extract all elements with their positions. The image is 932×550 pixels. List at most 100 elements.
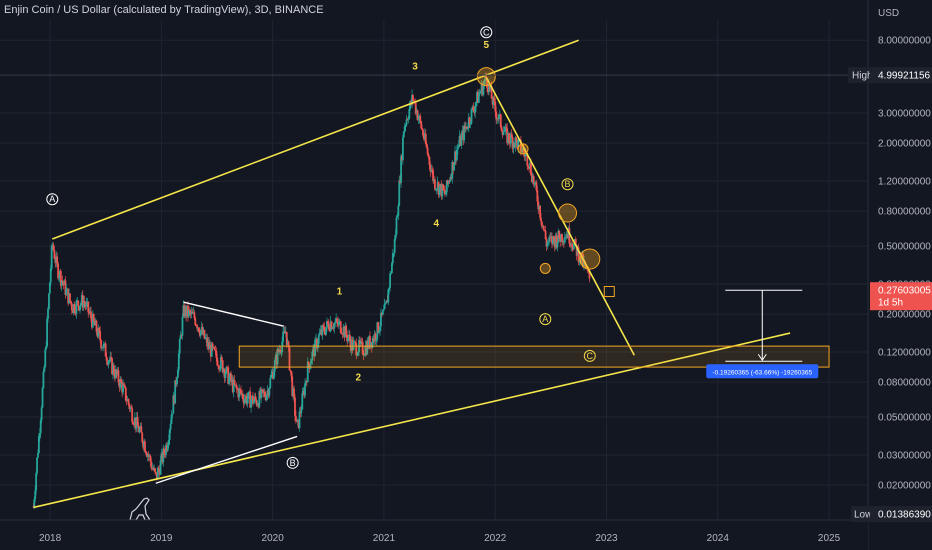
candle-body (195, 325, 198, 326)
candle-body (91, 314, 94, 328)
candle-body (325, 327, 327, 335)
candle-body (70, 303, 73, 311)
candle-body (588, 271, 591, 279)
candle-body (502, 131, 505, 135)
low-label: Low (854, 510, 873, 521)
candle-body (260, 389, 263, 399)
candle-body (504, 127, 507, 132)
candle-body (285, 331, 288, 345)
candle-body (464, 125, 466, 129)
candle-body (380, 312, 382, 327)
candle-body (284, 331, 287, 334)
candle-body (95, 320, 98, 332)
candle-body (531, 176, 534, 182)
candle-body (454, 151, 456, 164)
candle-body (305, 381, 307, 384)
wave-circle-C (480, 26, 493, 39)
candle-body (50, 245, 53, 269)
candle-body (290, 371, 293, 377)
candle-body (333, 323, 336, 329)
candle-body (494, 101, 497, 112)
candle-body (72, 304, 75, 314)
candle-body (536, 190, 539, 202)
candle-body (180, 335, 183, 336)
candle-body (558, 230, 561, 239)
candle-body (174, 380, 177, 404)
candle-body (381, 310, 384, 315)
candle-body (553, 239, 556, 248)
candle-body (492, 97, 495, 105)
candle-body (103, 343, 106, 345)
candle-body (102, 343, 105, 349)
candle-body (440, 183, 443, 197)
candle-body (420, 121, 423, 129)
candle-body (48, 282, 51, 294)
candle-body (87, 301, 90, 313)
candle-body (111, 358, 113, 375)
candle-body (507, 132, 509, 143)
wave-label-A: A (542, 314, 548, 324)
candle-body (537, 201, 540, 210)
candle-body (484, 75, 487, 82)
candle-body (374, 333, 377, 341)
wave-number-5: 5 (484, 40, 490, 51)
candle-body (450, 176, 453, 179)
candle-body (523, 152, 526, 157)
candle-body (65, 288, 68, 295)
wave-label-B: B (565, 179, 571, 189)
candle-body (280, 352, 283, 353)
drawings: -0.19260365 (-63.66%) -19260365 (33, 39, 830, 509)
candle-body (220, 357, 223, 361)
candle-body (476, 92, 478, 103)
candle-body (332, 327, 335, 329)
candle-body (344, 325, 347, 338)
candle-body (578, 260, 581, 263)
candle-body (459, 135, 462, 146)
candle-body (498, 114, 500, 120)
candle-body (539, 205, 541, 218)
candle-body (80, 295, 83, 304)
candle-body (437, 182, 440, 195)
candle-body (451, 161, 454, 179)
candle-body (378, 330, 381, 333)
candle-body (513, 142, 516, 147)
candle-body (326, 321, 328, 328)
candle-body (483, 81, 486, 85)
candle-body (226, 367, 229, 368)
candle-body (312, 347, 315, 352)
candle-body (245, 395, 248, 404)
candle-body (569, 243, 572, 246)
candle-body (522, 148, 525, 153)
candle-body (423, 135, 425, 140)
candle-body (510, 133, 513, 138)
candle-body (167, 440, 170, 445)
candle-body (61, 280, 64, 283)
candle-body (96, 331, 99, 337)
candle-body (248, 391, 251, 393)
candle-body (445, 180, 448, 193)
candle-body (383, 303, 386, 310)
candle-body (155, 472, 157, 474)
candle-body (279, 349, 282, 353)
candle-body (443, 189, 445, 191)
candle-body (194, 318, 197, 326)
candle-body (222, 369, 225, 373)
candle-body (448, 181, 451, 182)
candle-body (47, 308, 49, 319)
candle-body (69, 301, 72, 304)
candle-body (342, 326, 345, 335)
candle-body (363, 354, 366, 356)
candle-body (212, 346, 215, 348)
candle-body (549, 236, 552, 238)
candle-body (37, 436, 40, 454)
candle-body (249, 391, 252, 408)
candle-body (573, 239, 576, 244)
candle-body (273, 360, 276, 372)
candle-body (101, 347, 103, 349)
candle-body (493, 97, 496, 102)
y-tick-label: 0.03000000 (878, 450, 931, 461)
candle-body (545, 239, 548, 247)
candle-body (577, 247, 580, 263)
